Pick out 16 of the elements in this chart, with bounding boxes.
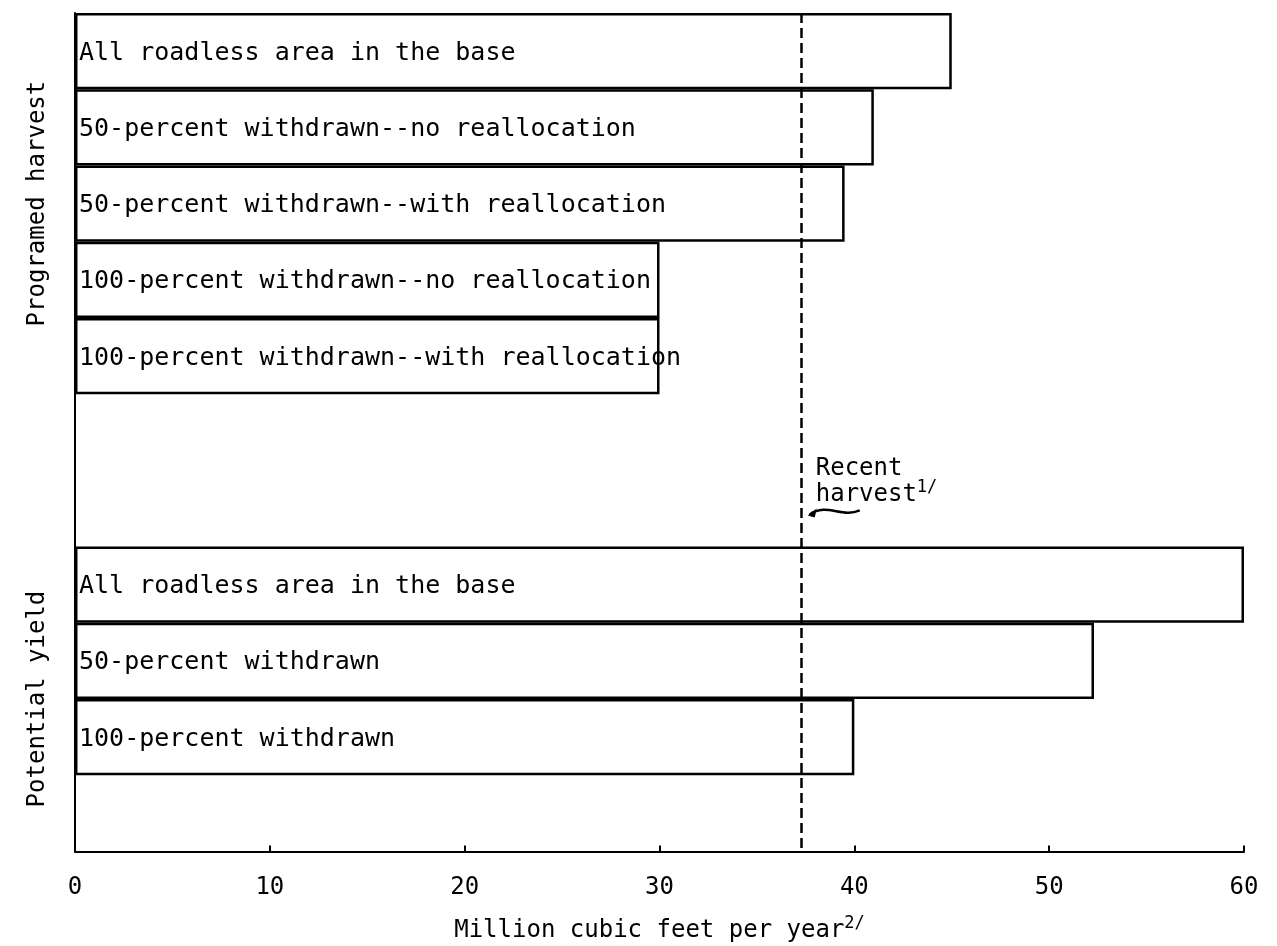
- x-tick-label: 20: [450, 871, 480, 900]
- y-tick-label: 50-percent withdrawn--no reallocation: [79, 112, 636, 142]
- x-tick-label: 40: [839, 871, 869, 900]
- x-tick-label: 10: [255, 871, 285, 900]
- y-tick-label: 50-percent withdrawn--with reallocation: [79, 189, 666, 219]
- y-tick-label: 100-percent withdrawn--no reallocation: [79, 265, 651, 295]
- text: Potential yield: [22, 590, 50, 808]
- text: Programed harvest: [22, 80, 50, 327]
- x-tick-label: 60: [1229, 871, 1259, 900]
- x-tick-label: 30: [645, 871, 674, 900]
- x-tick-label: 50: [1034, 871, 1064, 900]
- x-tick-label: 0: [67, 871, 83, 900]
- y-tick-label: All roadless area in the base: [79, 36, 516, 66]
- y-tick-label: 50-percent withdrawn: [79, 646, 381, 676]
- y-tick-label: All roadless area in the base: [79, 570, 516, 600]
- y-tick-label: 100-percent withdrawn: [79, 722, 396, 752]
